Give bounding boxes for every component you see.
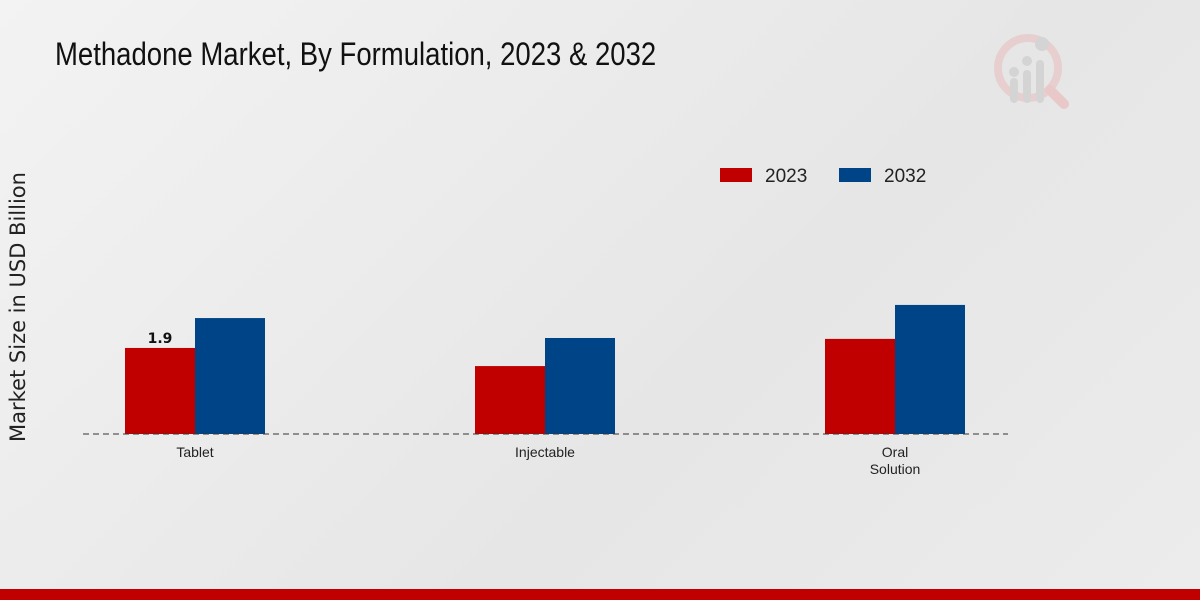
legend-swatch-2032 — [839, 168, 871, 182]
bar-2023-0 — [125, 347, 195, 434]
x-tick-label: Oral Solution — [870, 444, 921, 477]
logo-icon — [994, 34, 1069, 109]
x-tick-label: Tablet — [176, 444, 213, 460]
legend-label-2032: 2032 — [884, 166, 926, 187]
bar-2023-2 — [825, 338, 895, 434]
chart-title: Methadone Market, By Formulation, 2023 &… — [55, 36, 657, 72]
footer-bar — [0, 589, 1200, 600]
bar-2032-2 — [895, 304, 965, 434]
legend-swatch-2023 — [720, 168, 752, 182]
bar-2032-1 — [545, 337, 615, 434]
bar-2032-0 — [195, 318, 265, 434]
bar-2023-1 — [475, 366, 545, 434]
x-tick-label: Injectable — [515, 444, 575, 460]
legend-label-2023: 2023 — [765, 166, 807, 187]
data-label: 1.9 — [148, 331, 173, 347]
